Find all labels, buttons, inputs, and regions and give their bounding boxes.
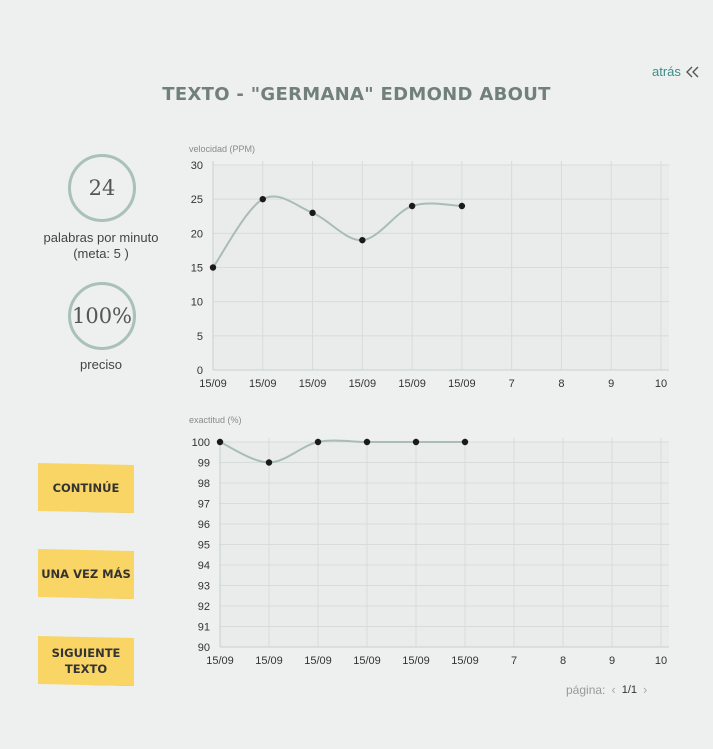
data-point bbox=[209, 264, 217, 271]
back-link[interactable]: atrás bbox=[652, 64, 700, 79]
y-tick-label: 96 bbox=[198, 519, 210, 531]
x-tick-label: 15/09 bbox=[448, 378, 476, 390]
data-point bbox=[314, 438, 322, 446]
y-tick-label: 15 bbox=[191, 263, 203, 275]
accuracy-label: preciso bbox=[80, 357, 122, 372]
speed-label: palabras por minuto (meta: 5 ) bbox=[26, 230, 176, 262]
y-tick-label: 92 bbox=[198, 601, 210, 613]
x-tick-label: 15/09 bbox=[304, 655, 332, 667]
x-tick-label: 8 bbox=[558, 378, 564, 390]
page-title: TEXTO - "GERMANA" EDMOND ABOUT bbox=[162, 84, 551, 105]
y-tick-label: 99 bbox=[198, 458, 210, 470]
x-tick-label: 15/09 bbox=[398, 378, 426, 390]
pagination-label: página: bbox=[566, 682, 606, 697]
next-text-button[interactable]: SIGUIENTE TEXTO bbox=[38, 636, 134, 686]
x-tick-label: 15/09 bbox=[255, 655, 283, 667]
x-tick-label: 15/09 bbox=[249, 378, 277, 390]
data-point bbox=[363, 438, 371, 446]
y-tick-label: 25 bbox=[191, 194, 203, 206]
x-tick-label: 9 bbox=[608, 378, 614, 390]
series-line bbox=[219, 439, 465, 464]
x-tick-label: 7 bbox=[509, 378, 515, 390]
x-tick-label: 15/09 bbox=[353, 655, 381, 667]
pagination: página: ‹ 1/1 › bbox=[566, 682, 647, 697]
data-point bbox=[216, 438, 224, 446]
x-tick-label: 10 bbox=[655, 378, 667, 390]
y-tick-label: 0 bbox=[197, 365, 203, 377]
data-point bbox=[458, 202, 466, 210]
data-point bbox=[265, 459, 273, 466]
data-point bbox=[309, 209, 316, 217]
speed-label-line1: palabras por minuto bbox=[43, 230, 159, 245]
y-tick-label: 94 bbox=[198, 560, 210, 572]
next-page-icon[interactable]: › bbox=[643, 682, 648, 697]
prev-page-icon[interactable]: ‹ bbox=[611, 682, 616, 697]
x-tick-label: 7 bbox=[511, 655, 517, 667]
speed-label-line2: (meta: 5 ) bbox=[73, 246, 129, 261]
continue-button[interactable]: CONTINÚE bbox=[38, 463, 134, 513]
double-chevron-left-icon bbox=[685, 66, 699, 77]
y-tick-label: 95 bbox=[198, 540, 210, 552]
accuracy-circle: 100% bbox=[68, 282, 136, 350]
y-tick-label: 5 bbox=[197, 331, 203, 343]
x-tick-label: 15/09 bbox=[349, 378, 377, 390]
data-point bbox=[408, 202, 416, 210]
x-tick-label: 15/09 bbox=[451, 655, 479, 667]
back-link-label: atrás bbox=[652, 64, 681, 79]
x-tick-label: 15/09 bbox=[299, 378, 327, 390]
chart-title: exactitud (%) bbox=[189, 415, 242, 425]
y-tick-label: 97 bbox=[198, 499, 210, 511]
again-button[interactable]: UNA VEZ MÁS bbox=[38, 549, 134, 599]
y-tick-label: 90 bbox=[198, 642, 210, 654]
page-number: 1/1 bbox=[621, 683, 638, 696]
data-point bbox=[461, 438, 469, 446]
x-tick-label: 15/09 bbox=[402, 655, 430, 667]
y-tick-label: 93 bbox=[198, 581, 210, 593]
y-tick-label: 10 bbox=[191, 297, 203, 309]
speed-circle: 24 bbox=[68, 154, 136, 222]
y-tick-label: 100 bbox=[192, 437, 210, 449]
y-tick-label: 98 bbox=[198, 478, 210, 490]
y-tick-label: 30 bbox=[191, 160, 203, 172]
data-point bbox=[412, 438, 420, 446]
data-point bbox=[359, 236, 366, 244]
chart-title: velocidad (PPM) bbox=[189, 144, 255, 154]
x-tick-label: 15/09 bbox=[199, 378, 227, 390]
y-tick-label: 91 bbox=[198, 622, 210, 634]
data-point bbox=[259, 195, 266, 203]
x-tick-label: 9 bbox=[609, 655, 615, 667]
x-tick-label: 15/09 bbox=[206, 655, 234, 667]
x-tick-label: 8 bbox=[560, 655, 566, 667]
x-tick-label: 10 bbox=[655, 655, 667, 667]
y-tick-label: 20 bbox=[191, 228, 203, 240]
